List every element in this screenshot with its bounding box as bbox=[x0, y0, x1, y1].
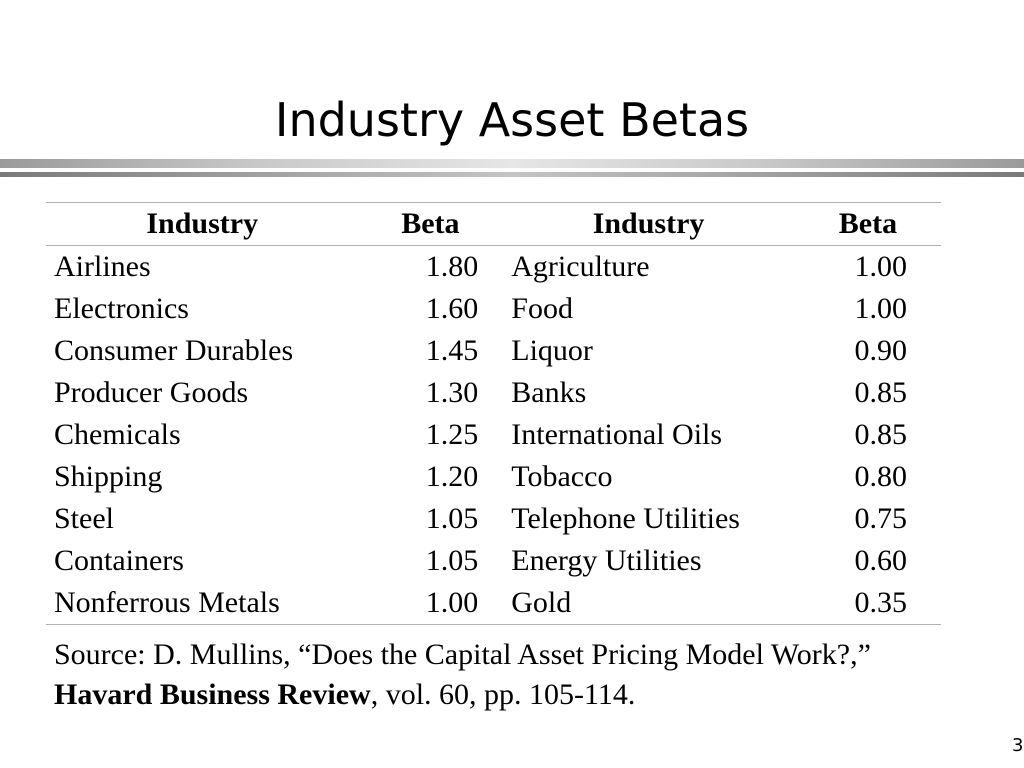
page-number: 3 bbox=[1012, 735, 1024, 756]
source-citation: Source: D. Mullins, “Does the Capital As… bbox=[54, 635, 954, 715]
beta-left-cell: 1.60 bbox=[425, 292, 479, 325]
table-row: Steel 1.05 Telephone Utilities 0.75 bbox=[46, 498, 941, 540]
header-beta-left: Beta bbox=[358, 202, 503, 246]
beta-left-cell: 1.05 bbox=[425, 544, 479, 577]
table-row: Containers 1.05 Energy Utilities 0.60 bbox=[46, 540, 941, 582]
table-row: Producer Goods 1.30 Banks 0.85 bbox=[46, 372, 941, 414]
industry-right-cell: Food bbox=[511, 292, 573, 325]
industry-right-cell: Telephone Utilities bbox=[511, 502, 740, 535]
industry-right-cell: Tobacco bbox=[511, 460, 613, 493]
table-row: Shipping 1.20 Tobacco 0.80 bbox=[46, 456, 941, 498]
beta-right-cell: 0.80 bbox=[854, 460, 908, 493]
industry-left-cell: Nonferrous Metals bbox=[46, 582, 359, 625]
slide-title: Industry Asset Betas bbox=[274, 93, 750, 147]
beta-left-cell: 1.05 bbox=[425, 502, 479, 535]
industry-beta-table: Industry Beta Industry Beta Airlines 1.80… bbox=[46, 202, 941, 625]
beta-right-cell: 1.00 bbox=[854, 292, 908, 325]
table-row: Electronics 1.60 Food 1.00 bbox=[46, 288, 941, 330]
source-suffix: , vol. 60, pp. 105-114. bbox=[370, 678, 636, 711]
beta-left-cell: 1.80 bbox=[425, 250, 479, 283]
beta-right-cell: 0.35 bbox=[794, 582, 941, 625]
industry-left-cell: Airlines bbox=[54, 250, 151, 283]
table-row: Chemicals 1.25 International Oils 0.85 bbox=[46, 414, 941, 456]
industry-right-cell: Energy Utilities bbox=[511, 544, 702, 577]
header-industry-left: Industry bbox=[46, 202, 359, 246]
beta-right-cell: 0.75 bbox=[854, 502, 908, 535]
industry-left-cell: Consumer Durables bbox=[54, 334, 294, 367]
beta-right-cell: 0.85 bbox=[854, 418, 908, 451]
beta-left-cell: 1.00 bbox=[358, 582, 503, 625]
table-header-row: Industry Beta Industry Beta bbox=[46, 202, 941, 246]
industry-left-cell: Containers bbox=[54, 544, 184, 577]
industry-right-cell: Liquor bbox=[511, 334, 593, 367]
industry-left-cell: Electronics bbox=[54, 292, 189, 325]
industry-right-cell: International Oils bbox=[511, 418, 723, 451]
beta-right-cell: 0.85 bbox=[854, 376, 908, 409]
table-row: Nonferrous Metals 1.00 Gold 0.35 bbox=[46, 582, 941, 625]
beta-left-cell: 1.30 bbox=[425, 376, 479, 409]
title-divider-top bbox=[0, 159, 1024, 168]
table-row: Airlines 1.80 Agriculture 1.00 bbox=[46, 246, 941, 289]
industry-right-cell: Gold bbox=[502, 582, 795, 625]
header-industry-right: Industry bbox=[502, 202, 795, 246]
source-journal: Havard Business Review bbox=[54, 678, 371, 711]
industry-left-cell: Chemicals bbox=[54, 418, 181, 451]
beta-left-cell: 1.20 bbox=[425, 460, 479, 493]
industry-right-cell: Banks bbox=[511, 376, 587, 409]
industry-left-cell: Producer Goods bbox=[54, 376, 249, 409]
industry-right-cell: Agriculture bbox=[511, 250, 650, 283]
header-beta-right: Beta bbox=[794, 202, 941, 246]
industry-left-cell: Steel bbox=[54, 502, 114, 535]
title-divider-bottom bbox=[0, 172, 1024, 177]
beta-left-cell: 1.45 bbox=[425, 334, 479, 367]
table-row: Consumer Durables 1.45 Liquor 0.90 bbox=[46, 330, 941, 372]
beta-right-cell: 0.60 bbox=[854, 544, 908, 577]
table-body: Airlines 1.80 Agriculture 1.00 Electronics 1.… bbox=[46, 246, 941, 625]
beta-right-cell: 1.00 bbox=[854, 250, 908, 283]
beta-right-cell: 0.90 bbox=[854, 334, 908, 367]
source-prefix: Source: D. Mullins, “Does the Capital As… bbox=[54, 638, 871, 671]
beta-left-cell: 1.25 bbox=[425, 418, 479, 451]
industry-left-cell: Shipping bbox=[54, 460, 163, 493]
